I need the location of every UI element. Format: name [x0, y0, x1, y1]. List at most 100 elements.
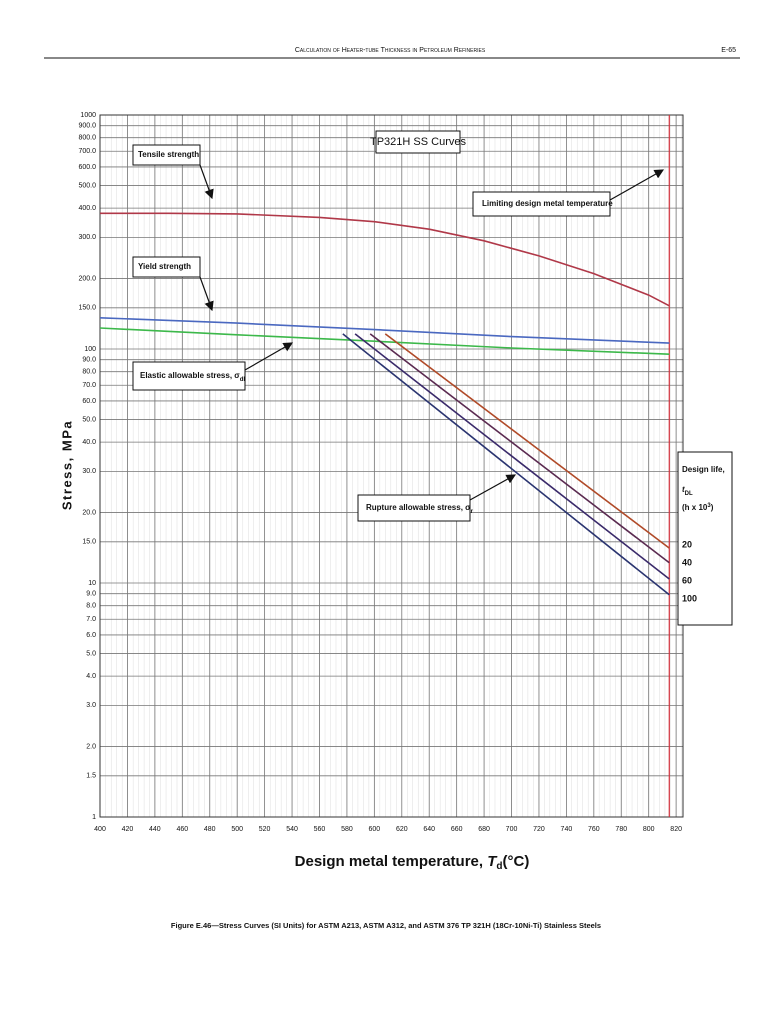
minor-grid [100, 115, 683, 817]
line [100, 212, 670, 307]
x-tick-label: 560 [314, 826, 326, 833]
y-tick-label: 1 [92, 814, 96, 821]
arrow [199, 164, 214, 200]
page-number: E-65 [721, 47, 736, 54]
legend-entry: 20 [682, 539, 692, 549]
legend-unit: (h x 103) [682, 503, 714, 513]
y-axis-label: Stress, MPa [59, 420, 74, 510]
caption: Figure E.46—Stress Curves (SI Units) for… [171, 921, 601, 930]
line [369, 333, 670, 564]
x-tick-label: 520 [259, 826, 271, 833]
header-title: Calculation of Heater-tube Thickness in … [295, 47, 486, 54]
annotation: Elastic allowable stress, σdl [140, 371, 245, 382]
x-tick-label: 440 [149, 826, 161, 833]
legend-entry: 60 [682, 575, 692, 585]
y-tick-label: 9.0 [86, 591, 96, 598]
x-tick-label: 800 [643, 826, 655, 833]
legend-symbol-sub: DL [685, 491, 693, 497]
y-tick-label: 10 [88, 580, 96, 587]
y-tick-label: 1.5 [86, 773, 96, 780]
y-tick-label: 200.0 [78, 275, 96, 282]
y-tick-label: 30.0 [82, 468, 96, 475]
x-tick-label: 780 [615, 826, 627, 833]
x-tick-label: 480 [204, 826, 216, 833]
annotation: Limiting design metal temperature [482, 199, 613, 208]
legend: 20 40 60 100 [682, 539, 697, 603]
x-tick-label: 460 [176, 826, 188, 833]
legend-box [677, 451, 733, 626]
y-tick-label: 800.0 [78, 135, 96, 142]
arrow [609, 169, 665, 201]
x-tick-label: 640 [423, 826, 435, 833]
x-tick-label: 680 [478, 826, 490, 833]
legend-entry: 40 [682, 557, 692, 567]
y-tick-label: 40.0 [82, 439, 96, 446]
y-tick-label: 100 [84, 346, 96, 353]
legend-unit-sup: 3 [707, 503, 711, 509]
y-tick-label: 7.0 [86, 616, 96, 623]
annotation-sub: dl [240, 377, 246, 383]
x-axis-label: Design metal temperature, Td(°C) [295, 853, 530, 872]
x-tick-label: 420 [122, 826, 134, 833]
line [354, 333, 670, 580]
line [342, 333, 670, 596]
x-axis-label-text: Design metal temperature, [295, 853, 483, 870]
arrow [244, 342, 294, 371]
y-tick-label: 5.0 [86, 650, 96, 657]
y-tick-label: 6.0 [86, 632, 96, 639]
y-tick-label: 50.0 [82, 416, 96, 423]
x-tick-label: 400 [94, 826, 106, 833]
legend-symbol: tDL [682, 485, 693, 496]
x-axis-label-var: T [487, 853, 498, 870]
annotation: Rupture allowable stress, σr [366, 503, 474, 514]
y-tick-label: 900.0 [78, 123, 96, 130]
x-tick-label: 660 [451, 826, 463, 833]
title-box [375, 130, 461, 154]
annotation-box [132, 256, 201, 278]
arrow [199, 276, 214, 312]
y-tick-label: 90.0 [82, 357, 96, 364]
x-tick-label: 820 [670, 826, 682, 833]
x-axis-label-unit: (°C) [503, 853, 530, 870]
legend-entry: 100 [682, 593, 697, 603]
annotation-box [472, 191, 611, 217]
y-tick-label: 700.0 [78, 148, 96, 155]
y-tick-label: 600.0 [78, 164, 96, 171]
y-tick-label: 150.0 [78, 305, 96, 312]
line [99, 317, 670, 344]
y-tick-label: 70.0 [82, 382, 96, 389]
y-tick-label: 400.0 [78, 205, 96, 212]
y-tick-label: 2.0 [86, 743, 96, 750]
legend-unit-text: (h x 10 [682, 503, 708, 512]
arrow [469, 474, 517, 501]
x-tick-label: 600 [369, 826, 381, 833]
x-tick-label: 740 [561, 826, 573, 833]
y-tick-label: 20.0 [82, 509, 96, 516]
x-tick-label: 720 [533, 826, 545, 833]
y-tick-label: 60.0 [82, 398, 96, 405]
x-tick-label: 620 [396, 826, 408, 833]
legend-title: Design life, [682, 465, 725, 474]
x-tick-label: 500 [231, 826, 243, 833]
y-tick-label: 500.0 [78, 182, 96, 189]
annotation-box [132, 144, 201, 166]
x-tick-label: 760 [588, 826, 600, 833]
annotation-text: Elastic allowable stress, σ [140, 371, 240, 380]
x-tick-label: 580 [341, 826, 353, 833]
x-tick-label: 540 [286, 826, 298, 833]
y-tick-label: 300.0 [78, 234, 96, 241]
legend-symbol-text: t [682, 485, 685, 494]
y-tick-label: 3.0 [86, 702, 96, 709]
x-axis-label-sub: d [496, 861, 502, 872]
y-tick-label: 4.0 [86, 673, 96, 680]
annotation-text: Rupture allowable stress, σ [366, 503, 471, 512]
y-tick-label: 15.0 [82, 539, 96, 546]
annotation-box [357, 494, 471, 522]
chart-title: TP321H SS Curves [370, 136, 466, 148]
legend-unit-end: ) [711, 503, 714, 512]
line [384, 333, 670, 549]
y-tick-label: 1000 [80, 112, 96, 119]
annotation: Tensile strength [138, 150, 199, 159]
y-tick-label: 8.0 [86, 603, 96, 610]
